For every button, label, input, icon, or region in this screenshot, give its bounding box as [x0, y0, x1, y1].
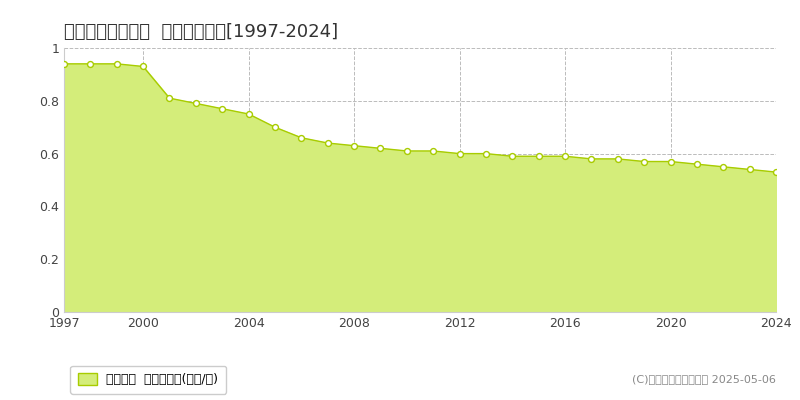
- Point: [163, 95, 176, 101]
- Point: [664, 158, 677, 165]
- Point: [690, 161, 703, 167]
- Point: [322, 140, 334, 146]
- Text: 上川郡和寒町東町  基準地価推移[1997-2024]: 上川郡和寒町東町 基準地価推移[1997-2024]: [64, 23, 338, 41]
- Legend: 基準地価  平均坪単価(万円/坪): 基準地価 平均坪単価(万円/坪): [70, 366, 226, 394]
- Point: [216, 106, 229, 112]
- Point: [110, 61, 123, 67]
- Point: [453, 150, 466, 157]
- Point: [242, 111, 255, 117]
- Point: [190, 100, 202, 107]
- Point: [348, 142, 361, 149]
- Point: [506, 153, 518, 160]
- Text: (C)土地価格ドットコム 2025-05-06: (C)土地価格ドットコム 2025-05-06: [632, 374, 776, 384]
- Point: [717, 164, 730, 170]
- Point: [611, 156, 624, 162]
- Point: [84, 61, 97, 67]
- Point: [374, 145, 387, 152]
- Point: [585, 156, 598, 162]
- Point: [269, 124, 282, 130]
- Point: [58, 61, 70, 67]
- Point: [532, 153, 545, 160]
- Point: [479, 150, 492, 157]
- Point: [558, 153, 571, 160]
- Point: [401, 148, 414, 154]
- Point: [426, 148, 439, 154]
- Point: [137, 63, 150, 70]
- Point: [770, 169, 782, 175]
- Point: [638, 158, 650, 165]
- Point: [295, 134, 308, 141]
- Point: [743, 166, 756, 173]
